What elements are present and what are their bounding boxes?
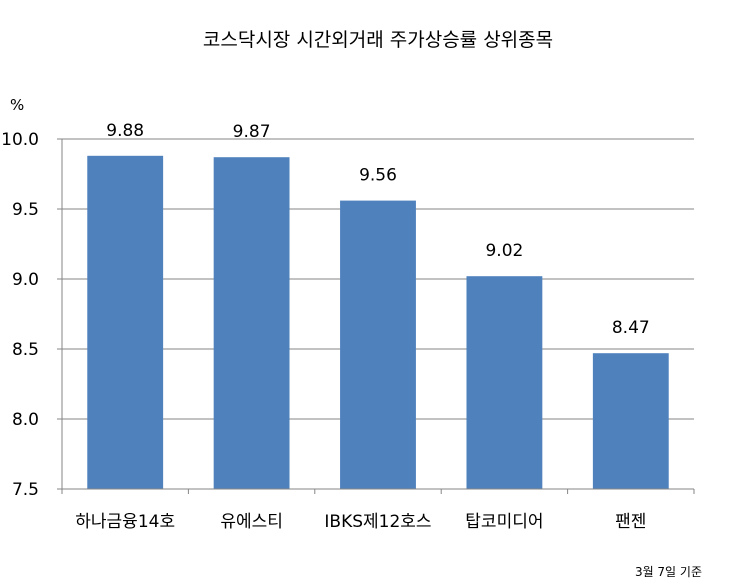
data-label: 9.87 <box>233 122 271 142</box>
x-category-label: 유에스티 <box>220 512 283 532</box>
x-category-labels: 하나금융14호 유에스티 IBKS제12호스 탑코미디어 팬젠 <box>75 512 646 532</box>
axes <box>57 138 695 494</box>
bar <box>213 157 290 489</box>
y-tick-label: 9.5 <box>12 200 39 220</box>
data-label: 9.02 <box>485 241 523 261</box>
x-category-label: 팬젠 <box>615 512 646 532</box>
y-axis-unit-label: % <box>10 96 24 114</box>
bar <box>87 155 164 490</box>
bars <box>87 155 669 490</box>
data-label: 9.88 <box>106 121 144 141</box>
data-label: 8.47 <box>612 318 650 338</box>
date-note: 3월 7일 기준 <box>635 565 702 579</box>
bar <box>592 353 669 489</box>
y-tick-label: 9.0 <box>12 270 39 290</box>
bar <box>340 200 416 489</box>
data-label: 9.56 <box>359 166 397 186</box>
y-tick-label: 8.5 <box>12 340 39 360</box>
x-category-label: IBKS제12호스 <box>324 512 431 532</box>
y-tick-label: 8.0 <box>12 410 39 430</box>
x-category-label: 하나금융14호 <box>75 512 175 532</box>
x-category-label: 탑코미디어 <box>465 512 543 532</box>
y-tick-labels: 7.5 8.0 8.5 9.0 9.5 10.0 <box>1 130 39 500</box>
data-labels: 9.88 9.87 9.56 9.02 8.47 <box>106 121 649 338</box>
y-tick-label: 10.0 <box>1 130 39 150</box>
y-tick-label: 7.5 <box>12 480 39 500</box>
chart-title: 코스닥시장 시간외거래 주가상승률 상위종목 <box>203 29 553 51</box>
bar <box>466 276 543 489</box>
